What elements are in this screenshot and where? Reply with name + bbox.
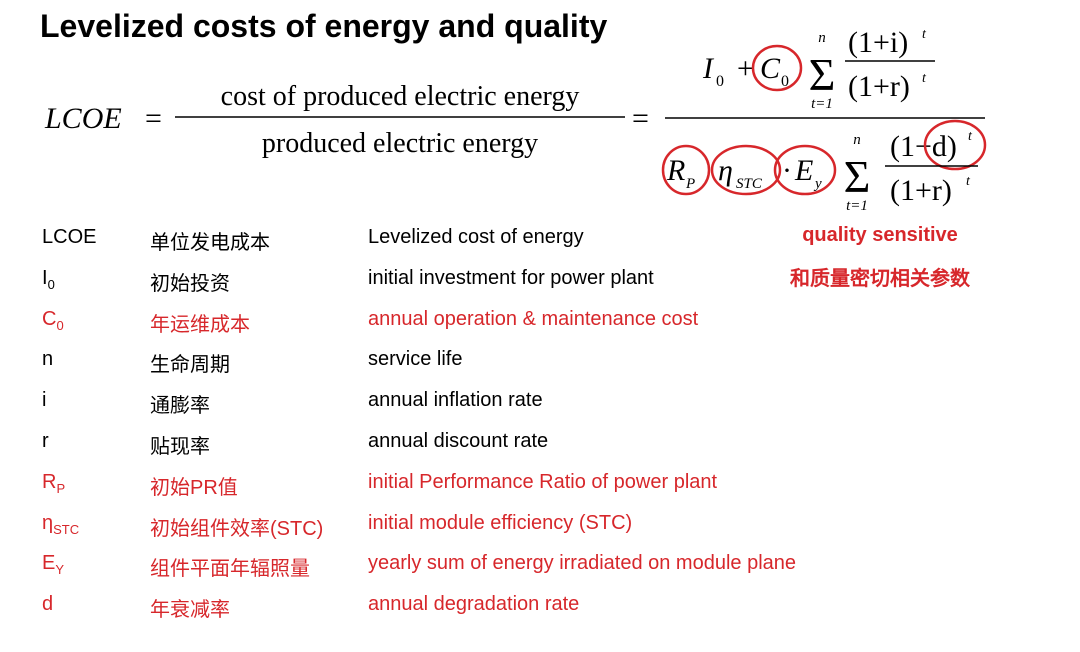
symbol-main: i <box>42 389 47 412</box>
equals: = <box>632 102 649 135</box>
highlight-circle <box>751 44 803 92</box>
symbol-subscript: STC <box>53 521 80 537</box>
table-row: n 生命周期 service life <box>0 348 780 384</box>
fraction-numerator: (1−d) <box>890 130 957 163</box>
table-row: I0 初始投资 initial investment for power plant <box>0 267 780 303</box>
english-term: Levelized cost of energy <box>368 226 584 248</box>
symbol-subscript: 0 <box>47 276 55 292</box>
denominator: R P η STC · E y Σ n t=1 (1−d) t (1+r) t <box>661 119 987 214</box>
equals: = <box>145 102 162 135</box>
chinese-term: 生命周期 <box>150 354 230 377</box>
english-term: initial investment for power plant <box>368 266 654 289</box>
exponent: t <box>922 27 927 42</box>
chinese-term: 初始PR值 <box>150 476 238 499</box>
english-term: annual operation & maintenance cost <box>368 307 699 330</box>
chinese-term: 初始组件效率(STC) <box>150 517 324 540</box>
subscript: 0 <box>781 73 789 90</box>
fraction-denominator: (1+r) <box>848 70 910 103</box>
english-term: annual degradation rate <box>368 593 580 616</box>
table-row: d 年衰减率 annual degradation rate <box>0 593 780 629</box>
slide-title: Levelized costs of energy and quality <box>40 8 608 44</box>
note-en: quality sensitive <box>802 224 958 246</box>
exponent: t <box>922 71 927 86</box>
english-term: annual discount rate <box>368 430 549 452</box>
table-row: C0 年运维成本 annual operation & maintenance co… <box>0 308 780 344</box>
symbol: E <box>794 154 813 187</box>
subscript: STC <box>736 176 763 192</box>
symbol: EY <box>42 552 64 577</box>
symbol: R <box>666 154 685 187</box>
highlight-circle <box>923 119 987 171</box>
fraction-numerator: (1+i) <box>848 26 908 59</box>
symbol: C0 <box>42 308 64 333</box>
symbol: RP <box>42 471 65 496</box>
symbol-main: C <box>42 307 57 330</box>
formula-lhs: LCOE <box>44 102 122 135</box>
symbol: ηSTC <box>42 512 79 537</box>
numerator: I 0 + C 0 Σ n t=1 (1+i) t (1+r) t <box>702 26 935 112</box>
symbol: n <box>42 348 53 371</box>
subscript: P <box>685 176 695 192</box>
chinese-term: 组件平面年辐照量 <box>150 558 310 581</box>
symbol-subscript: 0 <box>56 317 64 333</box>
table-row: RP 初始PR值 initial Performance Ratio of powe… <box>0 471 780 507</box>
symbol: I <box>702 52 715 85</box>
symbol-main: r <box>42 430 49 452</box>
chinese-term: 单位发电成本 <box>150 232 270 254</box>
sigma: Σ <box>809 49 836 100</box>
chinese-term: 贴现率 <box>150 436 210 458</box>
exponent: t <box>966 174 971 189</box>
highlight-circle <box>661 144 711 196</box>
english-term: annual inflation rate <box>368 389 543 412</box>
symbol-main: η <box>42 511 54 534</box>
symbol-subscript: P <box>56 480 66 496</box>
chinese-term: 初始投资 <box>150 272 230 295</box>
sum-top: n <box>818 30 826 46</box>
symbol: C <box>760 52 781 85</box>
sum-top: n <box>853 132 861 148</box>
subscript: y <box>813 176 822 192</box>
ratio-denominator: produced electric energy <box>262 128 538 159</box>
highlight-circle <box>773 144 837 196</box>
english-term: yearly sum of energy irradiated on modul… <box>368 552 797 575</box>
formula: LCOE = cost of produced electric energy … <box>44 26 987 214</box>
table-row: r 贴现率 annual discount rate <box>0 430 780 466</box>
subscript: 0 <box>716 73 724 90</box>
symbol-main: n <box>42 348 54 371</box>
english-term: initial module efficiency (STC) <box>368 511 633 534</box>
sigma: Σ <box>844 151 871 202</box>
symbol: η <box>718 154 733 187</box>
symbol: LCOE <box>42 226 96 249</box>
note-zh: 和质量密切相关参数 <box>790 268 970 290</box>
chinese-term: 年衰减率 <box>150 599 230 622</box>
english-term: initial Performance Ratio of power plant <box>368 470 718 493</box>
table-row: LCOE 单位发电成本 Levelized cost of energy <box>0 226 780 262</box>
symbol: I0 <box>42 267 55 292</box>
symbol: r <box>42 430 49 453</box>
ratio-numerator: cost of produced electric energy <box>221 81 580 112</box>
symbol-main: R <box>42 470 57 493</box>
symbol-main: d <box>42 593 54 616</box>
symbol-main: I <box>42 266 48 289</box>
sum-bottom: t=1 <box>811 96 833 112</box>
table-row: i 通膨率 annual inflation rate <box>0 389 780 425</box>
chinese-term: 通膨率 <box>150 395 210 418</box>
table-row: ηSTC 初始组件效率(STC) initial module efficiency… <box>0 512 780 548</box>
exponent: t <box>968 129 973 144</box>
symbol-subscript: Y <box>55 562 65 578</box>
fraction-denominator: (1+r) <box>890 174 952 207</box>
operator: · <box>782 154 792 187</box>
symbol: d <box>42 593 53 616</box>
chinese-term: 年运维成本 <box>150 313 250 336</box>
operator: + <box>737 52 754 85</box>
english-term: service life <box>368 348 463 371</box>
table-row: EY 组件平面年辐照量 yearly sum of energy irradiate… <box>0 552 796 588</box>
symbol-main: LCOE <box>42 226 97 248</box>
lcoe-ratio: LCOE = cost of produced electric energy … <box>44 81 985 159</box>
symbol: i <box>42 389 46 412</box>
highlight-circle <box>710 144 782 196</box>
sum-bottom: t=1 <box>846 198 868 214</box>
symbol-main: E <box>42 552 56 575</box>
